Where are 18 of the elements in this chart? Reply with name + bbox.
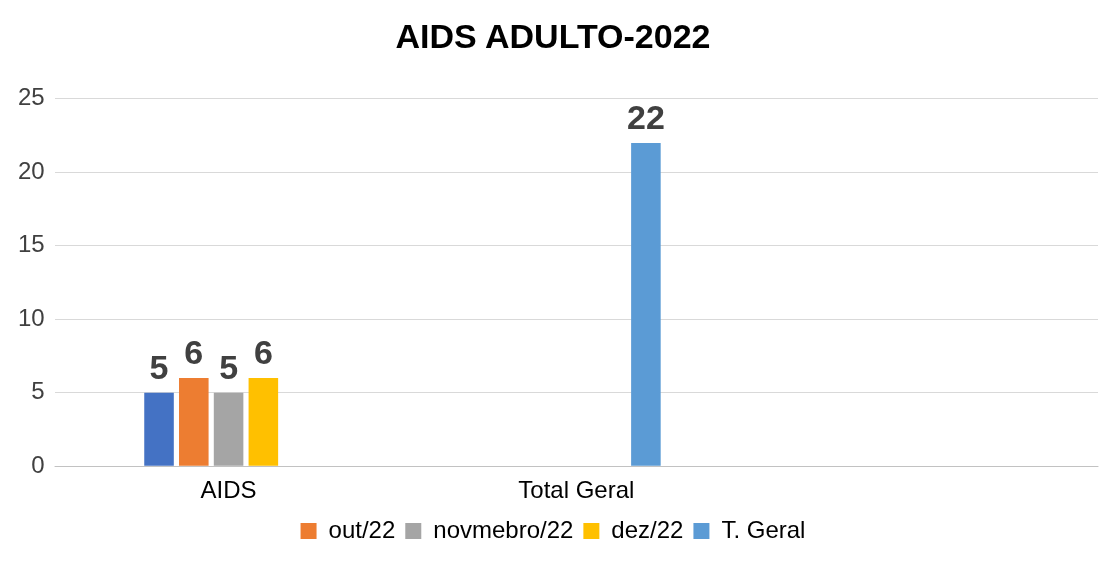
legend-label: out/22 xyxy=(328,515,396,543)
x-tick-label: AIDS xyxy=(200,476,257,504)
y-tick-label: 25 xyxy=(17,83,45,111)
y-tick-label: 5 xyxy=(31,377,45,405)
data-label: 5 xyxy=(219,348,239,387)
data-label: 6 xyxy=(253,333,273,372)
y-tick-label: 20 xyxy=(17,156,45,184)
chart-title: AIDS ADULTO-2022 xyxy=(395,16,711,55)
y-tick-label: 10 xyxy=(17,303,45,331)
y-tick-label: 0 xyxy=(31,450,45,478)
y-tick-label: 15 xyxy=(17,230,45,258)
legend-label: dez/22 xyxy=(611,515,684,543)
x-tick-label: Total Geral xyxy=(518,476,635,504)
legend-label: T. Geral xyxy=(721,515,806,543)
data-label: 22 xyxy=(626,98,665,137)
data-label: 6 xyxy=(184,333,204,372)
data-label: 5 xyxy=(149,348,169,387)
legend-label: novmebro/22 xyxy=(433,515,574,543)
